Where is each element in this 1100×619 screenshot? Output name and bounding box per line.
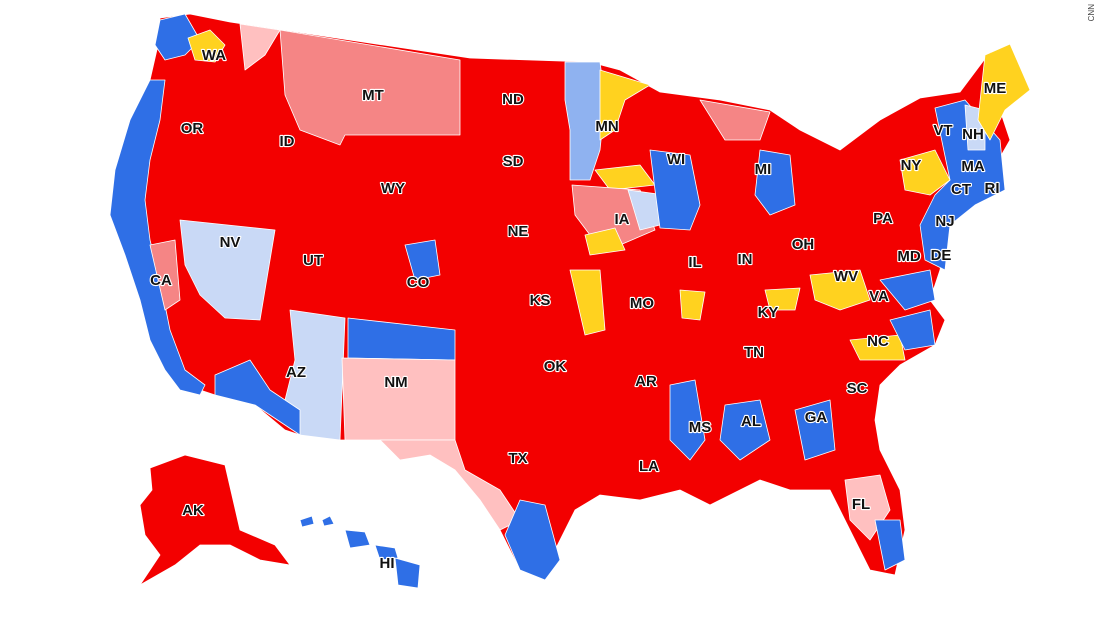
nm-tilt-r <box>341 357 456 441</box>
state-label-wa: WA <box>202 47 226 64</box>
state-label-ca: CA <box>150 272 172 289</box>
mo-tossup <box>569 269 606 336</box>
state-label-ny: NY <box>901 157 922 174</box>
va-dem <box>879 269 936 311</box>
state-label-al: AL <box>741 413 761 430</box>
me-tossup <box>977 43 1031 141</box>
state-label-mn: MN <box>595 118 618 135</box>
state-label-de: DE <box>931 247 952 264</box>
state-label-nc: NC <box>867 333 889 350</box>
state-label-ky: KY <box>758 304 779 321</box>
state-label-me: ME <box>984 80 1007 97</box>
state-label-ar: AR <box>635 373 657 390</box>
state-label-hi: HI <box>380 555 395 572</box>
co-dem <box>404 239 441 281</box>
state-label-sc: SC <box>847 380 868 397</box>
state-label-ok: OK <box>544 358 567 375</box>
state-label-nj: NJ <box>935 213 954 230</box>
cnn-watermark: CNN <box>1087 4 1096 22</box>
nc-tossup <box>849 334 906 361</box>
ca-lean-r <box>149 239 181 311</box>
ky-tossup <box>764 287 801 311</box>
state-label-tn: TN <box>744 344 764 361</box>
nv-tilt-d <box>179 219 276 321</box>
mn-tossup <box>599 69 651 141</box>
mi-dem <box>754 149 796 216</box>
state-label-wy: WY <box>381 180 405 197</box>
state-label-az: AZ <box>286 364 306 381</box>
az-dem <box>214 359 301 436</box>
ny-tossup <box>899 149 951 196</box>
state-label-nm: NM <box>384 374 407 391</box>
mi-lean-r <box>699 99 771 141</box>
state-label-md: MD <box>897 248 920 265</box>
il-tossup <box>679 289 706 321</box>
state-label-nv: NV <box>220 234 241 251</box>
west-coast-dem <box>109 79 206 396</box>
state-label-va: VA <box>869 288 889 305</box>
state-label-nd: ND <box>502 91 524 108</box>
tx-tilt-r <box>379 439 521 531</box>
hawaii-islands <box>299 515 421 589</box>
state-label-mt: MT <box>362 87 384 104</box>
ms-dem <box>669 379 706 461</box>
wa-tilt-r <box>239 23 281 71</box>
state-label-ct: CT <box>951 181 971 198</box>
state-label-oh: OH <box>792 236 815 253</box>
state-label-ia: IA <box>615 211 630 228</box>
wi-dem <box>649 149 701 231</box>
state-label-pa: PA <box>873 210 893 227</box>
ia-tossup <box>584 227 626 256</box>
state-label-il: IL <box>688 254 701 271</box>
state-label-wi: WI <box>667 151 685 168</box>
state-label-mi: MI <box>755 161 772 178</box>
state-label-ga: GA <box>805 409 828 426</box>
wv-tossup <box>809 269 871 311</box>
state-label-wv: WV <box>834 268 858 285</box>
tx-gulf-dem <box>504 499 561 581</box>
state-label-ks: KS <box>530 292 551 309</box>
state-label-fl: FL <box>852 496 870 513</box>
alaska <box>139 454 291 586</box>
state-labels: WA OR ID MT ND MN SD WY WI MI NY VT NH M… <box>149 46 1007 573</box>
state-label-sd: SD <box>503 153 524 170</box>
al-dem <box>719 399 771 461</box>
state-label-ms: MS <box>689 419 712 436</box>
state-label-ak: AK <box>182 502 204 519</box>
mt-lean-r <box>279 29 461 146</box>
state-label-ne: NE <box>508 223 529 240</box>
state-label-co: CO <box>407 274 430 291</box>
state-label-ma: MA <box>961 158 984 175</box>
wa-tossup <box>187 29 226 63</box>
state-label-la: LA <box>639 458 659 475</box>
state-label-mo: MO <box>630 295 654 312</box>
state-label-ri: RI <box>985 180 1000 197</box>
pacific-coast-dem <box>154 13 201 61</box>
ga-dem <box>794 399 836 461</box>
state-label-id: ID <box>280 133 295 150</box>
state-label-nh: NH <box>962 126 984 143</box>
fl-dem <box>874 519 906 571</box>
state-label-vt: VT <box>933 122 952 139</box>
state-label-tx: TX <box>508 450 527 467</box>
state-label-in: IN <box>738 251 753 268</box>
state-label-or: OR <box>181 120 204 137</box>
nc-dem <box>889 309 936 351</box>
state-label-ut: UT <box>303 252 323 269</box>
